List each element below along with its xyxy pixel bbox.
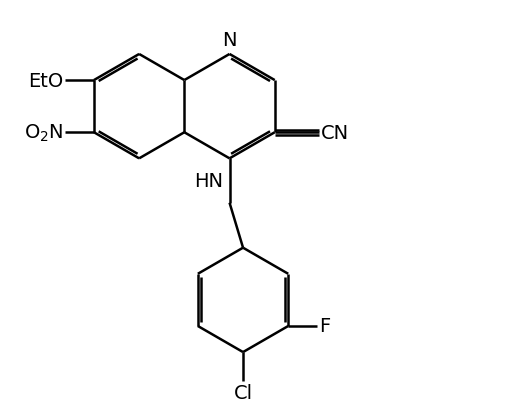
Text: O$_2$N: O$_2$N (23, 122, 63, 144)
Text: EtO: EtO (27, 71, 63, 90)
Text: F: F (319, 317, 330, 336)
Text: N: N (222, 31, 237, 50)
Text: Cl: Cl (234, 383, 252, 402)
Text: CN: CN (321, 123, 350, 142)
Text: HN: HN (194, 172, 223, 190)
